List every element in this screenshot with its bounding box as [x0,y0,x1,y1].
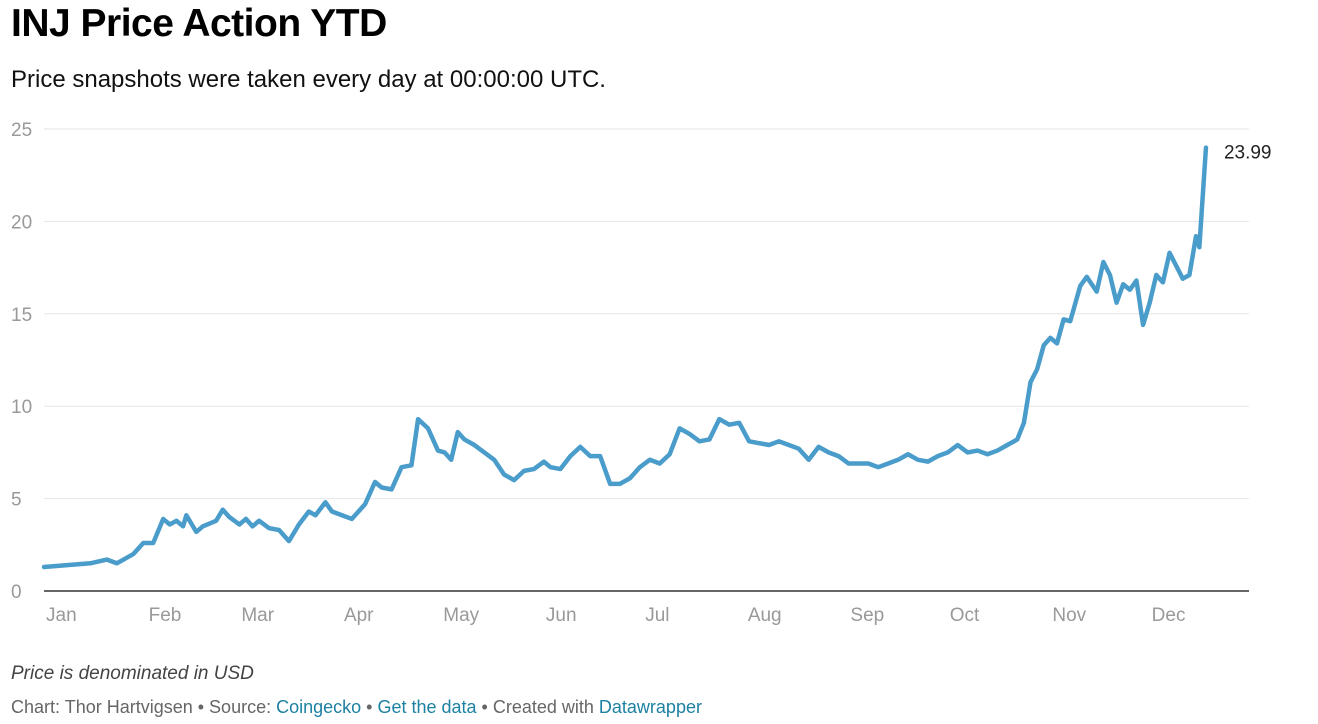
y-tick-label: 0 [11,582,22,603]
footer-separator: • [361,697,378,717]
source-link[interactable]: Coingecko [276,697,362,717]
price-line [41,145,1209,570]
y-axis: 0 5 10 15 20 25 [11,120,32,603]
grid-layer [44,128,1249,500]
y-tick-label: 5 [11,490,22,511]
get-data-link[interactable]: Get the data [377,697,477,717]
chart-footer: Chart: Thor Hartvigsen • Source: Coingec… [11,697,702,718]
chart-subtitle: Price snapshots were taken every day at … [11,66,606,93]
series-layer: 23.99 [41,143,1272,570]
x-tick-label: Mar [241,605,274,626]
y-tick-label: 15 [11,305,32,326]
x-tick-label: Jan [46,605,77,626]
denomination-note: Price is denominated in USD [11,663,254,684]
x-tick-label: May [443,605,479,626]
x-tick-label: Jul [645,605,669,626]
x-tick-label: Sep [850,605,884,626]
x-tick-label: Dec [1152,605,1186,626]
x-tick-label: Nov [1052,605,1086,626]
datawrapper-link[interactable]: Datawrapper [598,697,702,717]
y-tick-label: 25 [11,120,32,141]
line-chart: 0 5 10 15 20 25 Jan Feb Mar Apr May Jun Jul Aug Sep Oc… [11,120,1272,626]
x-axis: Jan Feb Mar Apr May Jun Jul Aug Sep Oct Nov Dec [44,590,1249,626]
x-tick-label: Apr [344,605,374,626]
footer-separator: • Created with [476,697,599,717]
chart-author: Chart: Thor Hartvigsen [11,697,193,717]
chart-title: INJ Price Action YTD [11,2,387,45]
x-tick-label: Oct [950,605,980,626]
y-tick-label: 10 [11,397,32,418]
x-tick-label: Feb [149,605,182,626]
x-tick-label: Aug [748,605,782,626]
x-tick-label: Jun [546,605,577,626]
end-value-label: 23.99 [1224,143,1272,164]
footer-separator: • Source: [192,697,277,717]
y-tick-label: 20 [11,212,32,233]
